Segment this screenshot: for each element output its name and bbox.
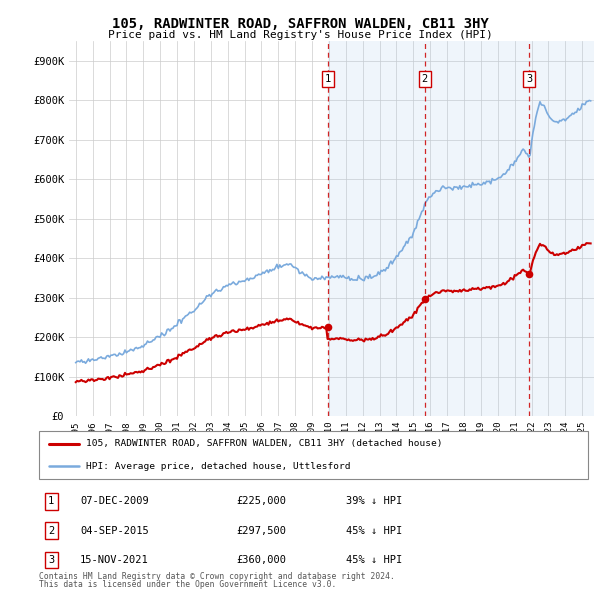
Text: 45% ↓ HPI: 45% ↓ HPI bbox=[346, 555, 403, 565]
Text: 1: 1 bbox=[48, 496, 54, 506]
Text: 105, RADWINTER ROAD, SAFFRON WALDEN, CB11 3HY (detached house): 105, RADWINTER ROAD, SAFFRON WALDEN, CB1… bbox=[86, 440, 442, 448]
Text: 3: 3 bbox=[526, 74, 532, 84]
Text: 15-NOV-2021: 15-NOV-2021 bbox=[80, 555, 149, 565]
Text: 2: 2 bbox=[422, 74, 428, 84]
Bar bbox=[529, 41, 594, 416]
Text: 04-SEP-2015: 04-SEP-2015 bbox=[80, 526, 149, 536]
Text: 3: 3 bbox=[48, 555, 54, 565]
Text: 39% ↓ HPI: 39% ↓ HPI bbox=[346, 496, 403, 506]
Text: Price paid vs. HM Land Registry's House Price Index (HPI): Price paid vs. HM Land Registry's House … bbox=[107, 30, 493, 40]
Text: 07-DEC-2009: 07-DEC-2009 bbox=[80, 496, 149, 506]
Text: 45% ↓ HPI: 45% ↓ HPI bbox=[346, 526, 403, 536]
Text: 2: 2 bbox=[48, 526, 54, 536]
Text: HPI: Average price, detached house, Uttlesford: HPI: Average price, detached house, Uttl… bbox=[86, 461, 350, 470]
Text: This data is licensed under the Open Government Licence v3.0.: This data is licensed under the Open Gov… bbox=[39, 580, 337, 589]
Text: £297,500: £297,500 bbox=[236, 526, 287, 536]
Bar bbox=[425, 41, 529, 416]
Text: Contains HM Land Registry data © Crown copyright and database right 2024.: Contains HM Land Registry data © Crown c… bbox=[39, 572, 395, 581]
Text: £225,000: £225,000 bbox=[236, 496, 287, 506]
Text: £360,000: £360,000 bbox=[236, 555, 287, 565]
Bar bbox=[328, 41, 425, 416]
Text: 105, RADWINTER ROAD, SAFFRON WALDEN, CB11 3HY: 105, RADWINTER ROAD, SAFFRON WALDEN, CB1… bbox=[112, 17, 488, 31]
Text: 1: 1 bbox=[325, 74, 331, 84]
